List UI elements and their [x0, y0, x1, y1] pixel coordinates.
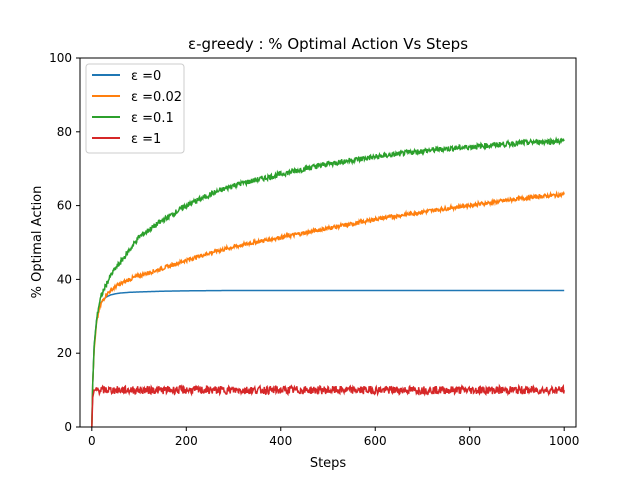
x-axis: 0 200 400 600 800 1000	[88, 427, 579, 448]
legend-label-2: ε =0.1	[131, 111, 174, 126]
legend-box	[85, 63, 185, 154]
y-tick-label: 0	[64, 420, 72, 434]
legend-label-0: ε =0	[131, 69, 161, 84]
x-tick-label: 200	[175, 434, 198, 448]
x-tick-label: 0	[88, 434, 96, 448]
y-tick-label: 80	[57, 125, 72, 139]
legend-label-1: ε =0.02	[131, 90, 182, 105]
x-tick-label: 600	[364, 434, 387, 448]
x-tick-label: 800	[458, 434, 481, 448]
series-line-1	[91, 190, 565, 428]
chart-title: ε-greedy : % Optimal Action Vs Steps	[188, 35, 468, 53]
y-axis: 0 20 40 60 80 100	[49, 51, 80, 434]
y-tick-label: 40	[57, 272, 72, 286]
legend: ε =0 ε =0.02 ε =0.1 ε =1	[85, 63, 185, 154]
y-tick-label: 20	[57, 346, 72, 360]
y-tick-label: 100	[49, 51, 72, 65]
series-line-2	[91, 136, 565, 428]
x-tick-label: 400	[269, 434, 292, 448]
plot-lines	[91, 136, 565, 428]
y-axis-label: % Optimal Action	[30, 186, 45, 299]
series-line-3	[91, 383, 565, 428]
x-tick-label: 1000	[549, 434, 580, 448]
legend-label-3: ε =1	[131, 132, 161, 147]
y-tick-label: 60	[57, 199, 72, 213]
plot-frame	[79, 57, 577, 428]
series-line-0	[91, 289, 565, 428]
x-axis-label: Steps	[310, 456, 347, 471]
